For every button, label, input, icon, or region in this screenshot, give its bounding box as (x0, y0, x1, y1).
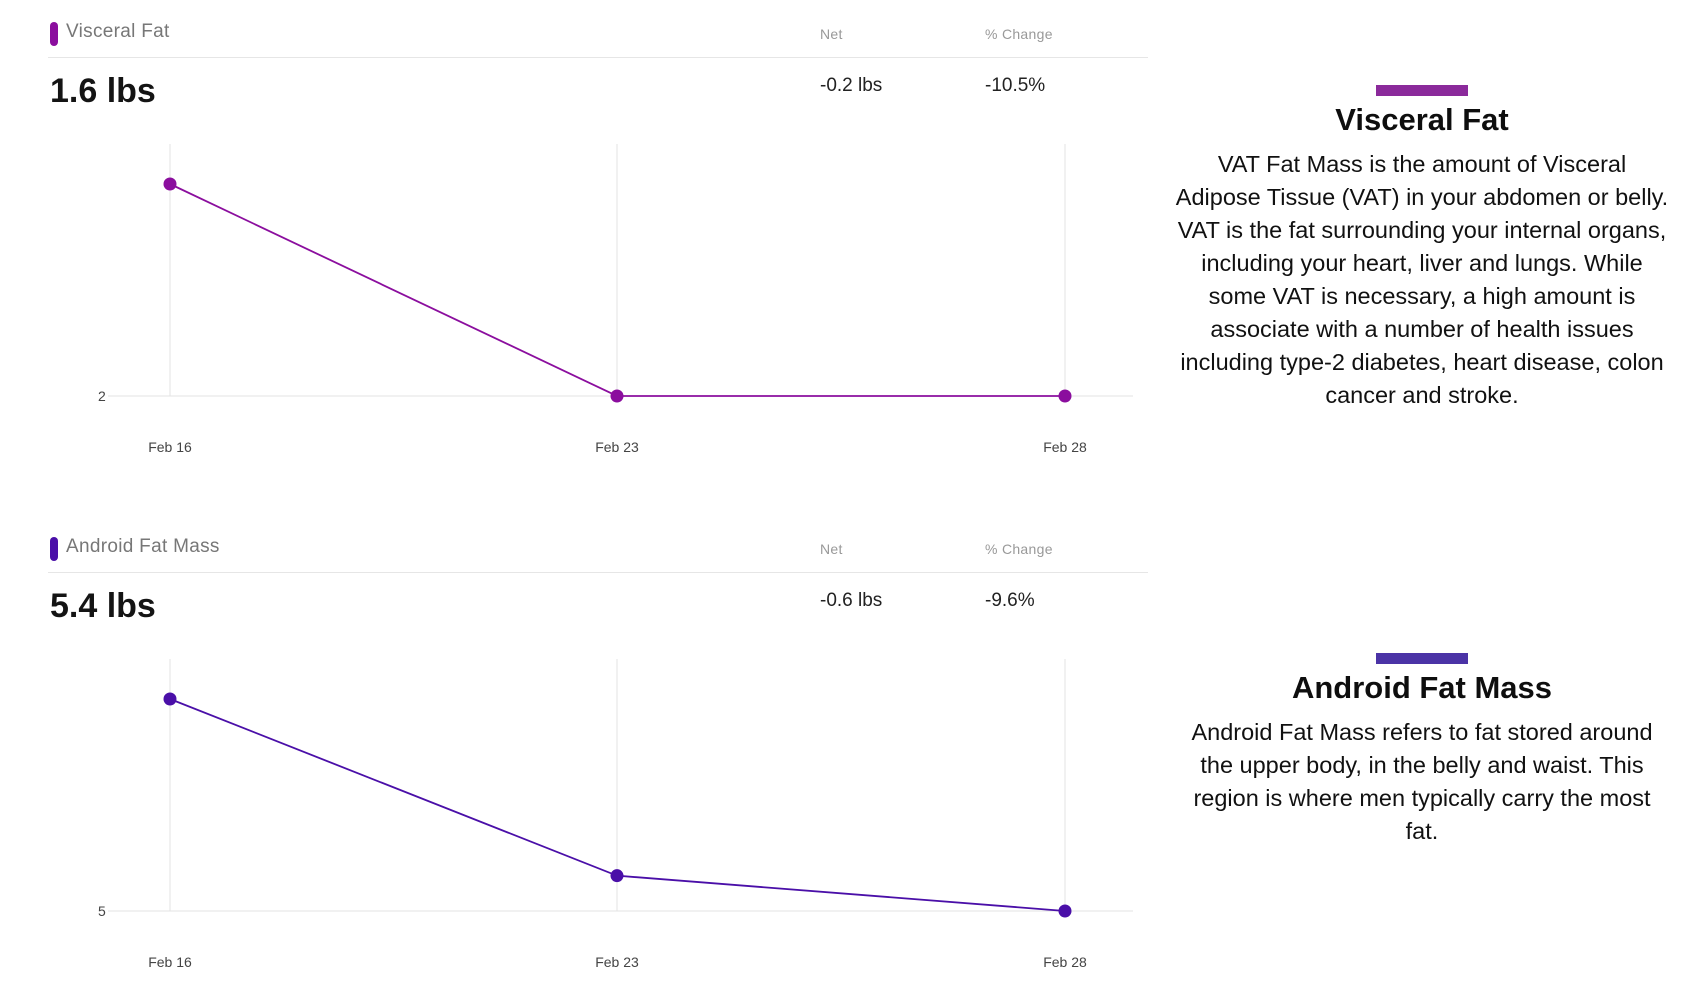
android-fat-mass-line-chart: 5 Feb 16 Feb 23 Feb 28 (98, 659, 1133, 970)
y-tick-label: 5 (98, 903, 106, 919)
net-header: Net (820, 541, 843, 557)
series-color-pill (50, 537, 58, 561)
visceral-fat-line-chart: 2 Feb 16 Feb 23 Feb 28 (98, 144, 1133, 455)
metric-value: 5.4 lbs (50, 587, 156, 625)
description-title: Android Fat Mass (1291, 670, 1553, 705)
percent-change-value: -9.6% (985, 590, 1035, 611)
series-color-pill (50, 22, 58, 46)
x-tick-label: Feb 23 (595, 439, 639, 455)
data-point (1058, 904, 1072, 918)
visceral-fat-panel: Visceral Fat Net % Change 1.6 lbs -0.2 l… (48, 0, 1148, 470)
panel-header: Android Fat Mass Net % Change (48, 515, 1148, 573)
data-point (163, 177, 177, 191)
x-tick-label: Feb 16 (148, 439, 192, 455)
metric-name: Android Fat Mass (66, 536, 220, 557)
data-point (610, 869, 624, 883)
accent-bar (1376, 85, 1468, 96)
data-point (163, 692, 177, 706)
metric-name: Visceral Fat (66, 21, 170, 42)
x-tick-label: Feb 23 (595, 954, 639, 970)
android-fat-mass-description: Android Fat Mass Android Fat Mass refers… (1175, 653, 1669, 848)
y-tick-label: 2 (98, 388, 106, 404)
percent-change-value: -10.5% (985, 75, 1046, 96)
x-tick-label: Feb 28 (1043, 439, 1087, 455)
data-point (1058, 389, 1072, 403)
description-text: VAT Fat Mass is the amount of Visceral A… (1175, 151, 1669, 408)
metric-value: 1.6 lbs (50, 72, 156, 110)
percent-change-header: % Change (985, 26, 1053, 42)
percent-change-header: % Change (985, 541, 1053, 557)
x-tick-label: Feb 16 (148, 954, 192, 970)
accent-bar (1376, 653, 1468, 664)
description-text: Android Fat Mass refers to fat stored ar… (1191, 719, 1653, 844)
description-title: Visceral Fat (1335, 102, 1509, 137)
visceral-fat-description: Visceral Fat VAT Fat Mass is the amount … (1175, 85, 1669, 412)
net-header: Net (820, 26, 843, 42)
x-tick-label: Feb 28 (1043, 954, 1087, 970)
net-value: -0.2 lbs (820, 75, 883, 96)
panel-header: Visceral Fat Net % Change (48, 0, 1148, 58)
android-fat-mass-panel: Android Fat Mass Net % Change 5.4 lbs -0… (48, 515, 1148, 985)
net-value: -0.6 lbs (820, 590, 883, 611)
data-point (610, 389, 624, 403)
